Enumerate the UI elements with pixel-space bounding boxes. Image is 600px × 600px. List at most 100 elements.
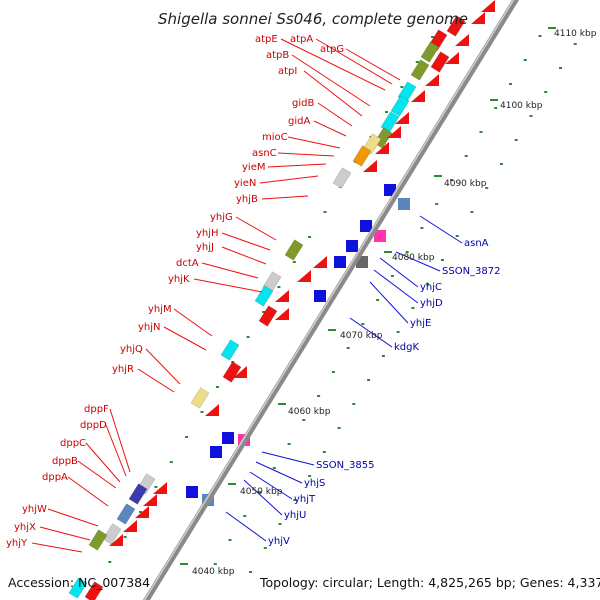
map-dot <box>514 139 518 141</box>
genome-backbone <box>142 0 520 600</box>
map-dot <box>544 91 548 93</box>
gene-label-asnC: asnC <box>252 148 277 159</box>
gene-label-yhjM: yhjM <box>148 304 172 315</box>
accession-text: Accession: NC_007384 <box>8 575 150 590</box>
leader-line <box>280 38 386 91</box>
map-dot <box>396 331 400 333</box>
reverse-gene-feature <box>374 230 386 242</box>
leader-line <box>261 195 309 200</box>
forward-arrow <box>153 482 167 494</box>
forward-arrow <box>375 142 389 154</box>
map-dot <box>108 561 112 563</box>
gene-label-dppB: dppB <box>52 456 78 467</box>
map-dot <box>385 111 388 113</box>
map-dot <box>308 475 312 477</box>
map-dot <box>494 107 498 109</box>
forward-arrow <box>395 112 409 124</box>
forward-arrow <box>123 520 137 532</box>
map-dot <box>228 539 232 541</box>
gene-feature-forward <box>332 167 352 189</box>
leader-line <box>173 308 213 337</box>
gene-label-yhjX: yhjX <box>14 522 36 533</box>
gene-feature-forward <box>190 387 210 409</box>
leader-line <box>419 215 463 244</box>
reverse-gene-feature <box>222 432 234 444</box>
genome-summary-text: Topology: circular; Length: 4,825,265 bp… <box>259 575 600 590</box>
map-dot <box>292 261 296 263</box>
gene-feature-forward <box>128 483 148 505</box>
map-dot <box>352 403 356 405</box>
map-dot <box>376 299 380 301</box>
gene-label-yhjD: yhjD <box>420 298 443 309</box>
kbp-tick-label: 4050 kbp <box>240 487 283 497</box>
kbp-tick-label: 4090 kbp <box>444 179 487 189</box>
leader-line <box>379 257 419 288</box>
map-dot <box>262 311 265 313</box>
leader-line <box>39 526 91 541</box>
map-dot <box>154 486 158 488</box>
leader-line <box>109 408 131 473</box>
gene-label-yhjQ: yhjQ <box>120 344 143 355</box>
forward-arrow <box>425 74 439 86</box>
map-dots-layer <box>108 35 577 573</box>
gene-label-yhjS: yhjS <box>304 478 325 489</box>
map-dot <box>390 275 394 277</box>
map-dot <box>509 83 512 85</box>
map-dot <box>277 286 281 288</box>
leader-line <box>345 48 401 81</box>
leader-line <box>255 461 303 484</box>
map-dot <box>243 515 247 517</box>
reverse-gene-feature <box>334 256 346 268</box>
gene-label-atpI: atpI <box>278 66 297 77</box>
map-dot <box>278 523 282 525</box>
leader-line <box>221 246 267 265</box>
map-dot <box>405 251 409 253</box>
map-dot <box>246 336 250 338</box>
leader-line <box>67 476 109 507</box>
map-dot <box>415 61 419 63</box>
gene-label-dppD: dppD <box>80 420 107 431</box>
gene-label-yhjY: yhjY <box>6 538 28 549</box>
gene-feature-forward <box>220 339 240 361</box>
map-dot <box>435 203 439 205</box>
gene-feature-forward <box>102 523 122 545</box>
reverse-gene-feature <box>398 198 410 210</box>
leader-line <box>315 38 393 85</box>
map-dot <box>464 155 468 157</box>
kbp-tick-label: 4100 kbp <box>500 101 543 111</box>
gene-label-yhjJ: yhjJ <box>196 242 214 253</box>
leader-line <box>47 508 99 527</box>
map-title: Shigella sonnei Ss046, complete genome <box>158 10 468 28</box>
leader-line <box>225 511 267 542</box>
map-dot <box>455 235 459 237</box>
gene-label-yhjB: yhjB <box>236 194 258 205</box>
leader-line <box>235 216 277 241</box>
gene-label-atpA: atpA <box>290 34 313 45</box>
reverse-gene-feature <box>384 184 396 196</box>
gene-label-gidA: gidA <box>288 116 310 127</box>
leader-line <box>105 424 127 477</box>
forward-arrow <box>313 256 327 268</box>
leader-line <box>193 278 263 293</box>
map-dot <box>479 131 483 133</box>
gene-feature-forward <box>390 95 410 117</box>
map-dot <box>169 461 173 463</box>
kbp-ticks-layer: 4110 kbp 4100 kbp 4090 kbp 4080 kbp 4070 kbp… <box>180 27 597 577</box>
map-dot <box>573 43 577 45</box>
forward-arrow <box>233 366 247 378</box>
map-dot <box>308 236 312 238</box>
gene-label-yhjR: yhjR <box>112 364 134 375</box>
forward-arrow <box>363 160 377 172</box>
map-dot <box>249 571 252 573</box>
leader-line <box>349 317 393 348</box>
leader-line <box>77 460 117 489</box>
gene-label-yhjT: yhjT <box>294 494 316 505</box>
map-dot <box>367 379 371 381</box>
gene-label-yieM: yieM <box>242 162 265 173</box>
gene-label-SSON_3855: SSON_3855 <box>316 460 375 471</box>
map-dot <box>123 536 127 538</box>
gene-feature-forward <box>68 577 88 599</box>
forward-arrow <box>481 0 495 12</box>
map-dot <box>200 411 204 413</box>
map-dot <box>400 86 404 88</box>
